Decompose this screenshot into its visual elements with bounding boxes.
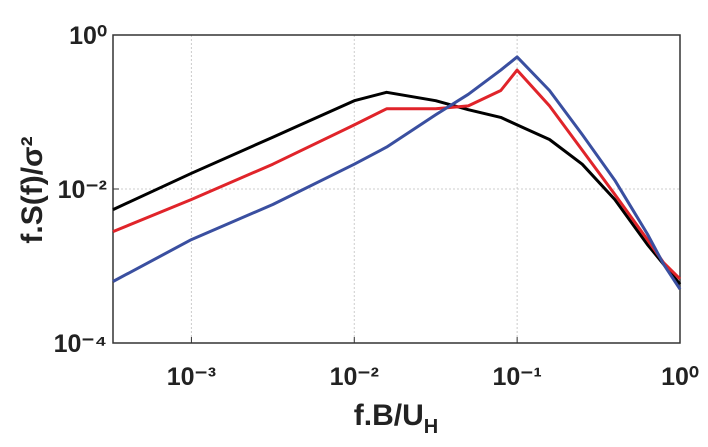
series-line	[112, 68, 682, 280]
x-tick-label: 10⁻¹	[492, 363, 541, 391]
y-tick-label: 10⁻⁴	[54, 330, 107, 358]
y-axis-label: f.S(f)/σ²	[16, 136, 49, 243]
x-axis-label: f.B/UH	[354, 399, 438, 438]
plot-frame	[112, 34, 681, 344]
y-tick-label: 10⁰	[69, 22, 107, 50]
y-tick-label: 10⁻²	[58, 176, 107, 204]
x-tick-label: 10⁻²	[330, 363, 379, 391]
series-line	[112, 90, 682, 286]
x-tick-label: 10⁻³	[167, 363, 216, 391]
x-tick-label: 10⁰	[661, 363, 699, 391]
series-line	[112, 55, 682, 291]
